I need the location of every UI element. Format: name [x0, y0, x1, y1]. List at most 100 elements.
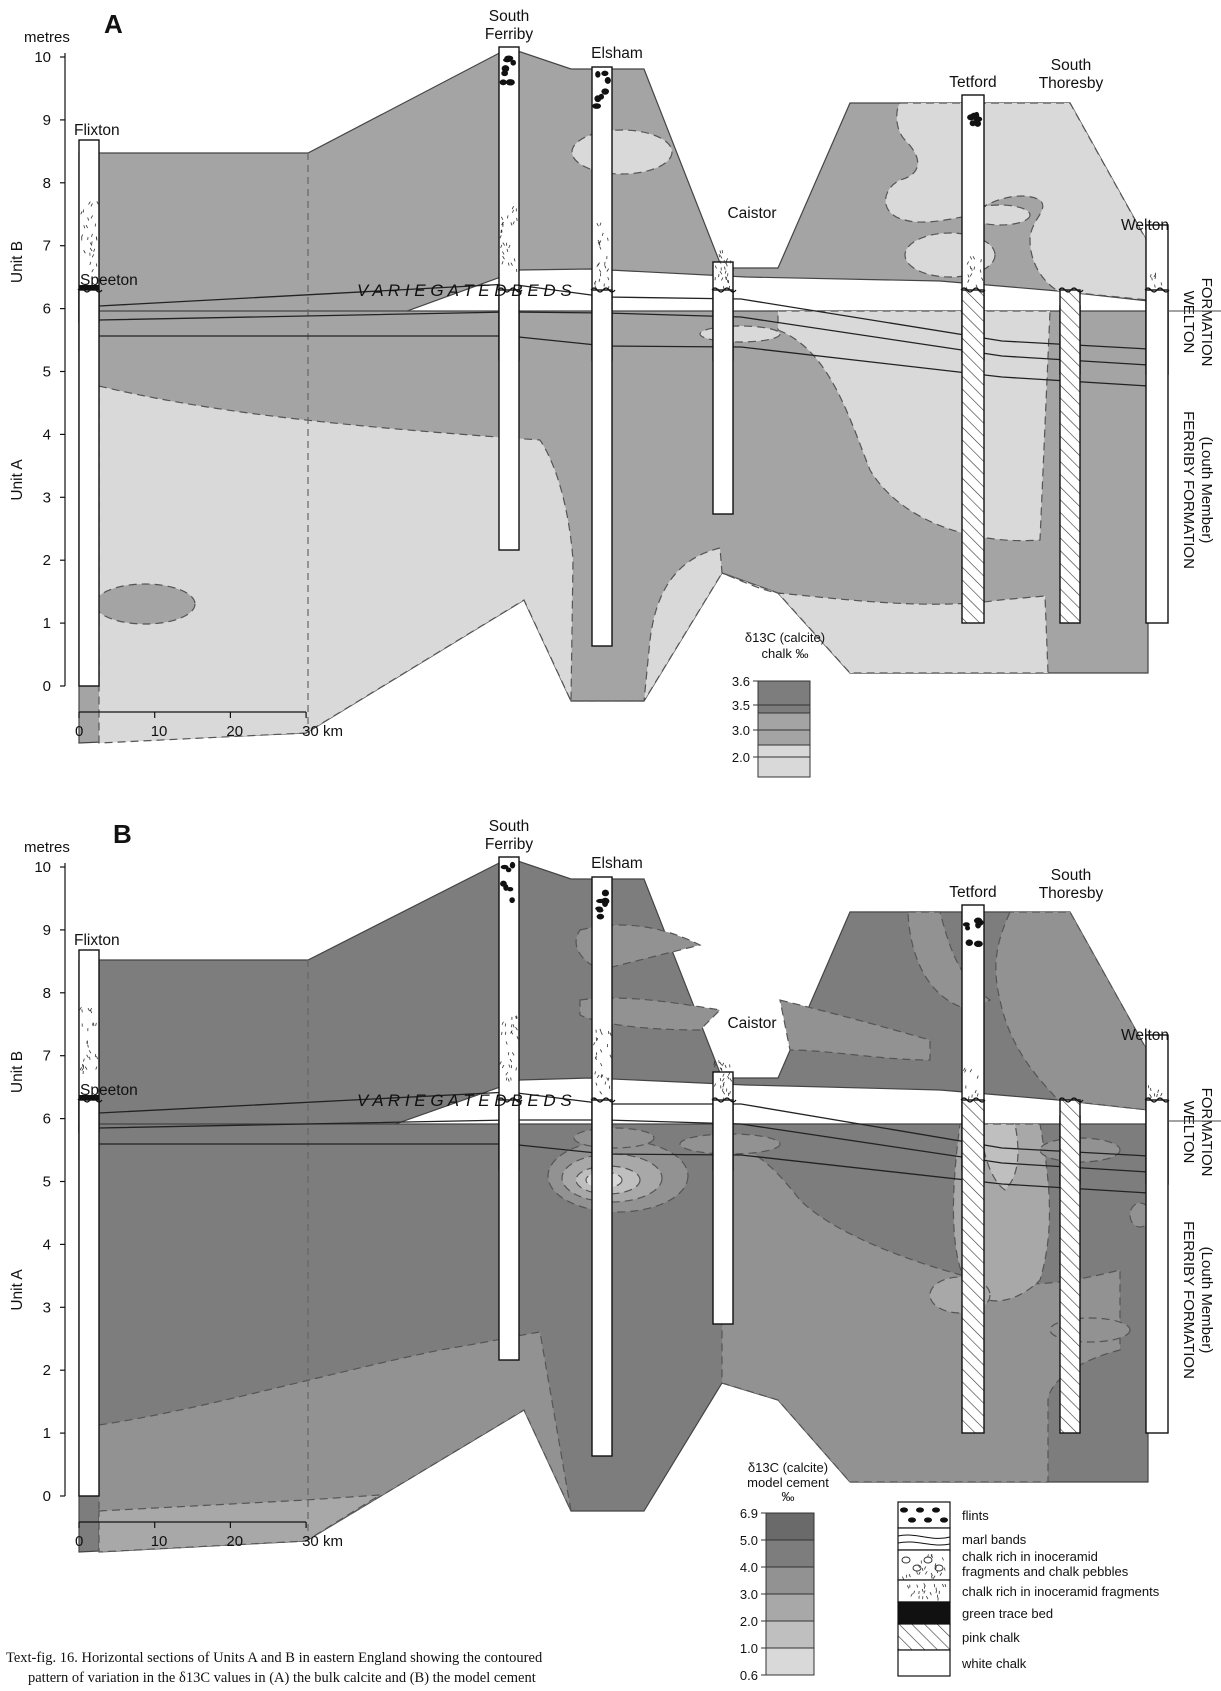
green-trace-bed	[79, 1095, 99, 1103]
legend-title: chalk ‰	[762, 646, 809, 661]
legend-tick: 2.0	[732, 750, 750, 765]
flint-mark	[500, 880, 507, 887]
flint-mark	[601, 70, 609, 77]
flint-mark	[969, 120, 976, 127]
locality-elsham: Elsham	[591, 45, 643, 62]
unit-b-label: Unit B	[9, 241, 26, 283]
column-welton-unit-a	[1144, 1097, 1170, 1434]
flint-mark	[604, 76, 611, 84]
formation-welton: WELTON	[1180, 1101, 1197, 1164]
panel-b: B metres	[24, 819, 1151, 1553]
column-speeton-unit-a	[77, 1097, 103, 1497]
flint-mark	[602, 900, 608, 908]
column-south-thoresby-unit-a	[1058, 1097, 1084, 1434]
legend-title: δ13C (calcite)	[748, 1460, 828, 1475]
flint-mark	[962, 922, 970, 927]
flint-mark	[595, 70, 601, 78]
y-tick-label: 10	[34, 49, 51, 66]
x-tick-label: 0	[75, 1533, 83, 1550]
legend-tick: 3.6	[732, 674, 750, 689]
x-tick-label: 10	[151, 723, 168, 740]
unit-a-label: Unit A	[9, 459, 26, 501]
y-tick-label: 4	[43, 1236, 51, 1253]
contour-light	[699, 325, 781, 343]
lithology-label: white chalk	[961, 1656, 1027, 1671]
formation-welton: WELTON	[1180, 291, 1197, 354]
formation-ferriby: (Louth Member)	[1198, 437, 1215, 544]
x-tick-label: 10	[151, 1533, 168, 1550]
y-tick-label: 5	[43, 1174, 51, 1191]
locality-south-ferriby: South	[489, 8, 530, 25]
contour-light	[571, 129, 673, 175]
y-tick-label: 2	[43, 1362, 51, 1379]
legend-swatch	[757, 680, 811, 714]
contour-lighter	[579, 997, 722, 1031]
lithology-swatch-marl	[897, 1527, 951, 1551]
flint-mark	[596, 913, 605, 920]
locality-speeton: Speeton	[80, 1082, 138, 1099]
flint-mark	[974, 120, 982, 127]
y-axis: 0 1 2 3 4 5 6 7 8 9 10	[34, 859, 66, 1505]
y-tick-label: 5	[43, 364, 51, 381]
locality-caistor: Caistor	[727, 1015, 776, 1032]
x-tick-label: 20	[226, 1533, 243, 1550]
lithology-swatch-hatch	[897, 1623, 951, 1651]
legend-title: δ13C (calcite)	[745, 630, 825, 645]
legend-swatch	[757, 712, 811, 746]
legend-swatch	[757, 744, 811, 778]
x-tick-label: 20	[226, 723, 243, 740]
y-tick-label: 3	[43, 489, 51, 506]
column-tetford-unit-a	[960, 1097, 986, 1434]
locality-south-thoresby: Thoresby	[1039, 75, 1104, 92]
lithology-label: pink chalk	[962, 1630, 1020, 1645]
flint-mark	[601, 88, 610, 95]
locality-south-thoresby: Thoresby	[1039, 885, 1104, 902]
lithology-swatch-white	[897, 1649, 951, 1677]
x-axis: 0 10 20 30 km	[75, 1521, 343, 1550]
panel-a: A metres	[24, 9, 1149, 744]
column-caistor-unit-a	[711, 287, 737, 515]
formation-ferriby: FERRIBY FORMATION	[1180, 411, 1197, 569]
lithology-swatch-black	[897, 1601, 951, 1625]
legend-tick: 1.0	[740, 1641, 758, 1656]
column-caistor-unit-a	[711, 1097, 737, 1325]
locality-tetford: Tetford	[949, 74, 996, 91]
legend-tick: 3.0	[740, 1587, 758, 1602]
column-speeton-unit-a	[77, 287, 103, 687]
locality-south-thoresby: South	[1051, 57, 1092, 74]
legend-swatch	[765, 1647, 815, 1676]
locality-south-ferriby: South	[489, 818, 530, 835]
formation-welton: FORMATION	[1198, 1088, 1215, 1177]
contour-lighter	[779, 999, 931, 1061]
figure-caption: Text-fig. 16. Horizontal sections of Uni…	[6, 1648, 876, 1688]
lithology-label: flints	[962, 1508, 989, 1523]
legend-swatch	[765, 1539, 815, 1568]
y-tick-label: 0	[43, 678, 51, 695]
flint-mark	[592, 103, 602, 109]
lithology-label: chalk rich in inoceramid fragments	[962, 1584, 1160, 1599]
legend-tick: 3.5	[732, 698, 750, 713]
column-tetford-unit-a	[960, 287, 986, 624]
y-tick-label: 8	[43, 985, 51, 1002]
legend-tick: 4.0	[740, 1560, 758, 1575]
y-tick-label: 0	[43, 1488, 51, 1505]
y-tick-label: 6	[43, 1111, 51, 1128]
y-tick-label: 4	[43, 426, 51, 443]
variegated-beds-label: V A R I E G A T E D B E D S	[357, 1091, 572, 1110]
column-south-ferriby-unit-b	[498, 856, 520, 1171]
contour-light	[98, 385, 1049, 744]
flint-mark	[973, 917, 983, 924]
flint-mark	[505, 867, 512, 873]
legend-swatch	[765, 1566, 815, 1595]
flint-mark	[972, 114, 980, 121]
legend-title: model cement	[747, 1475, 829, 1490]
legend-panel-a: δ13C (calcite)chalk ‰ 3.6 3.5 3.0 2.0	[732, 630, 825, 778]
locality-south-thoresby: South	[1051, 867, 1092, 884]
locality-elsham: Elsham	[591, 855, 643, 872]
locality-welton: Welton	[1121, 1027, 1169, 1044]
legend-swatch	[765, 1620, 815, 1649]
locality-tetford: Tetford	[949, 884, 996, 901]
y-axis-unit: metres	[24, 29, 70, 46]
column-flixton-unit-b	[78, 949, 100, 1133]
flint-mark	[509, 861, 516, 869]
